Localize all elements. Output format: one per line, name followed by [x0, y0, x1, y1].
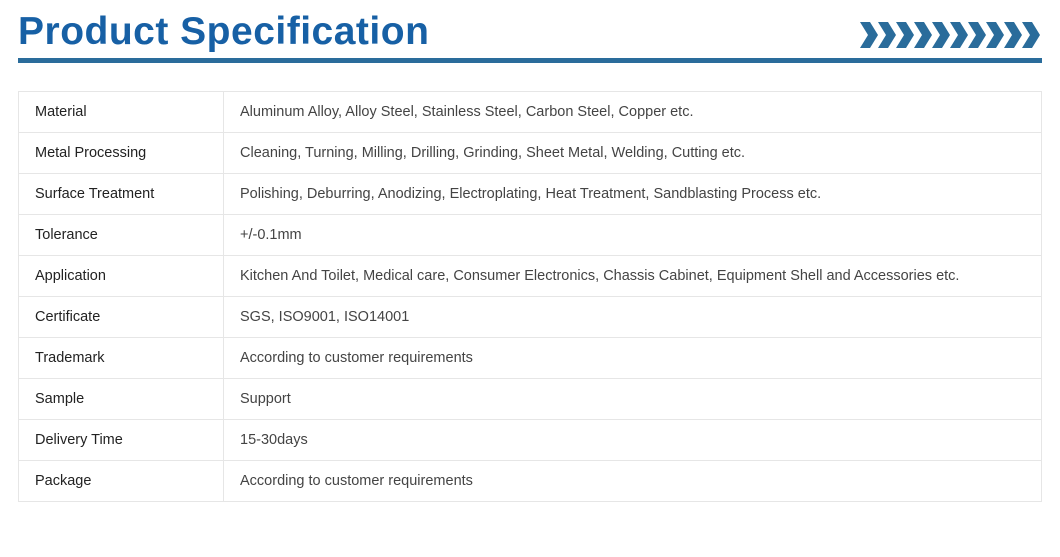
- spec-value: Kitchen And Toilet, Medical care, Consum…: [224, 256, 1042, 297]
- spec-value: Polishing, Deburring, Anodizing, Electro…: [224, 174, 1042, 215]
- spec-label: Sample: [19, 379, 224, 420]
- table-row: Surface TreatmentPolishing, Deburring, A…: [19, 174, 1042, 215]
- table-row: TrademarkAccording to customer requireme…: [19, 338, 1042, 379]
- spec-label: Application: [19, 256, 224, 297]
- chevron-right-icon: [1022, 22, 1040, 48]
- spec-value: Aluminum Alloy, Alloy Steel, Stainless S…: [224, 92, 1042, 133]
- chevron-right-icon: [896, 22, 914, 48]
- spec-value: According to customer requirements: [224, 338, 1042, 379]
- table-row: CertificateSGS, ISO9001, ISO14001: [19, 297, 1042, 338]
- spec-label: Tolerance: [19, 215, 224, 256]
- chevron-right-icon: [986, 22, 1004, 48]
- table-row: ApplicationKitchen And Toilet, Medical c…: [19, 256, 1042, 297]
- spec-value: According to customer requirements: [224, 461, 1042, 502]
- specification-table-body: MaterialAluminum Alloy, Alloy Steel, Sta…: [19, 92, 1042, 502]
- spec-label: Certificate: [19, 297, 224, 338]
- chevron-right-icon: [1004, 22, 1022, 48]
- page-header: Product Specification: [18, 10, 1042, 63]
- table-row: Delivery Time15-30days: [19, 420, 1042, 461]
- spec-value: SGS, ISO9001, ISO14001: [224, 297, 1042, 338]
- spec-label: Package: [19, 461, 224, 502]
- table-row: MaterialAluminum Alloy, Alloy Steel, Sta…: [19, 92, 1042, 133]
- spec-value: Cleaning, Turning, Milling, Drilling, Gr…: [224, 133, 1042, 174]
- spec-value: +/-0.1mm: [224, 215, 1042, 256]
- page-title: Product Specification: [18, 10, 429, 54]
- table-row: Tolerance+/-0.1mm: [19, 215, 1042, 256]
- table-row: PackageAccording to customer requirement…: [19, 461, 1042, 502]
- spec-value: 15-30days: [224, 420, 1042, 461]
- table-row: Metal ProcessingCleaning, Turning, Milli…: [19, 133, 1042, 174]
- spec-label: Surface Treatment: [19, 174, 224, 215]
- chevron-right-icon: [932, 22, 950, 48]
- spec-label: Metal Processing: [19, 133, 224, 174]
- spec-value: Support: [224, 379, 1042, 420]
- table-row: SampleSupport: [19, 379, 1042, 420]
- spec-label: Trademark: [19, 338, 224, 379]
- chevron-right-icon: [860, 22, 878, 48]
- chevron-right-icon: [914, 22, 932, 48]
- spec-label: Material: [19, 92, 224, 133]
- chevron-decoration: [860, 22, 1042, 54]
- chevron-right-icon: [878, 22, 896, 48]
- chevron-right-icon: [950, 22, 968, 48]
- specification-table: MaterialAluminum Alloy, Alloy Steel, Sta…: [18, 91, 1042, 502]
- spec-label: Delivery Time: [19, 420, 224, 461]
- chevron-right-icon: [968, 22, 986, 48]
